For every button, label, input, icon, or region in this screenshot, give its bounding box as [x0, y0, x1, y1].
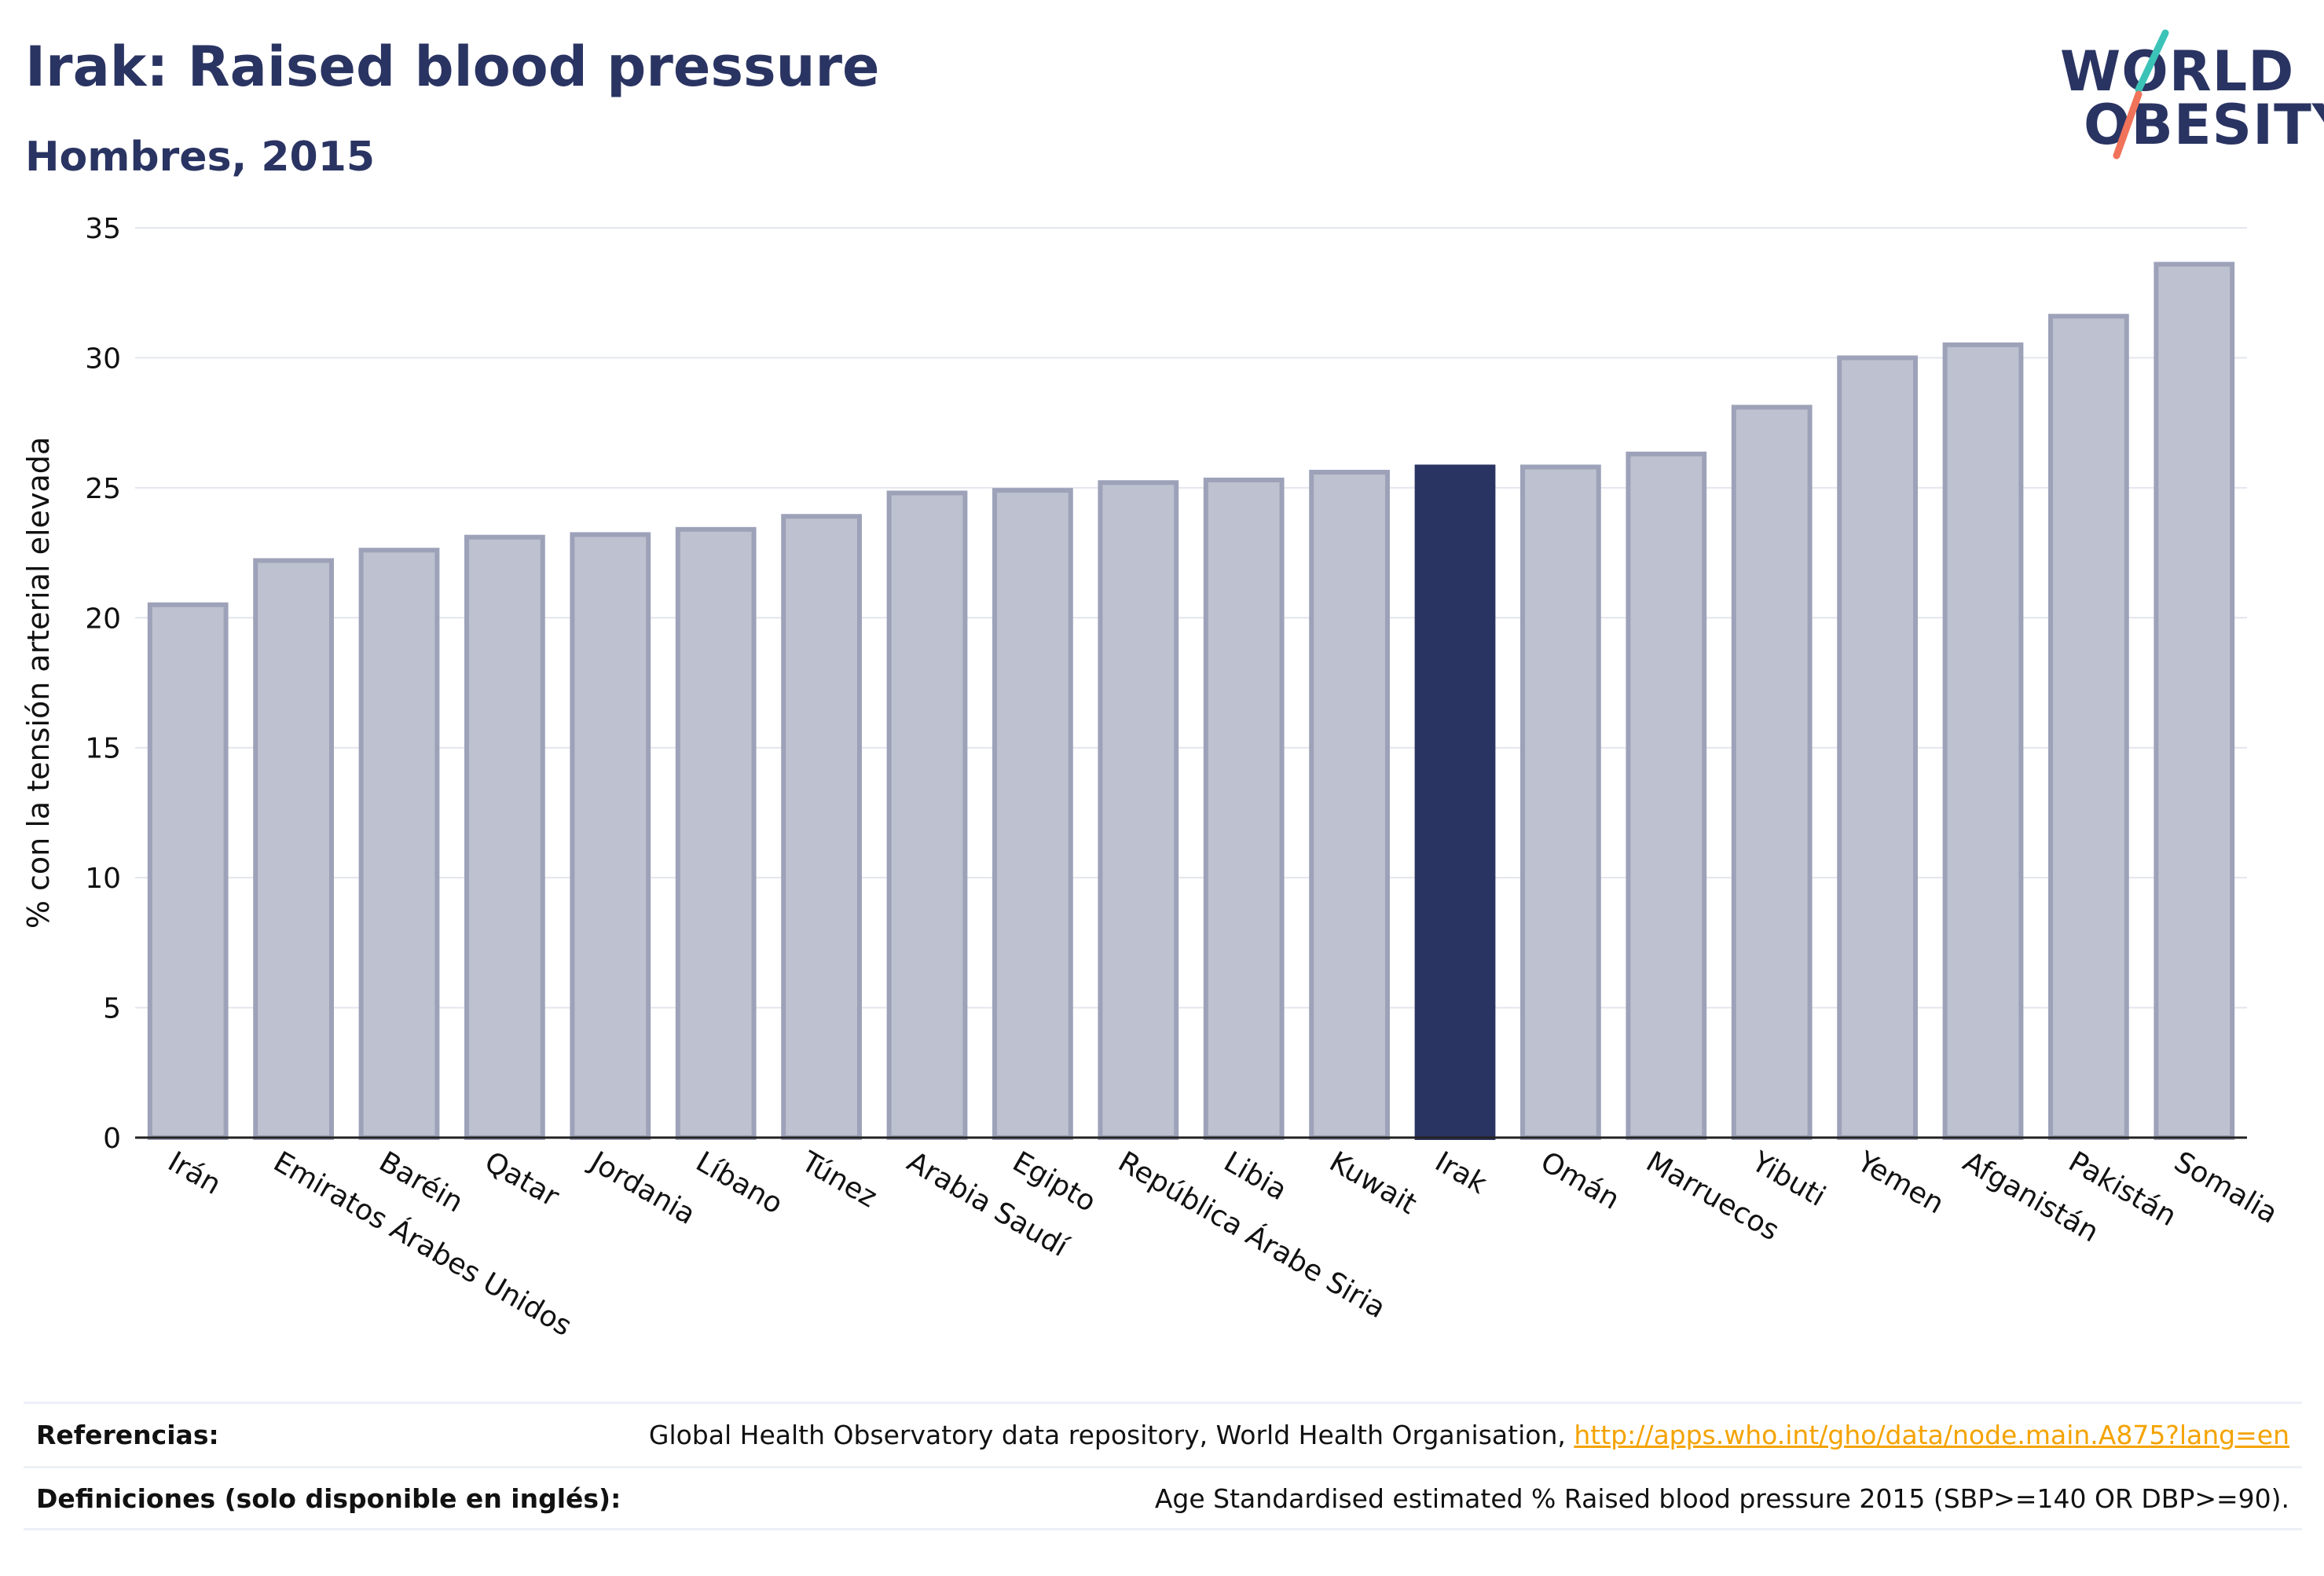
chart-subtitle: Hombres, 2015: [25, 134, 376, 181]
x-tick-label: Líbano: [691, 1145, 788, 1220]
logo-slash-icon: [2113, 29, 2169, 159]
logo-line-2: OBESITY: [2084, 93, 2324, 157]
x-tick-label: Irán: [163, 1145, 226, 1201]
y-tick-label: 5: [103, 993, 121, 1025]
chart-grid: [135, 227, 2247, 1009]
bar[interactable]: [1309, 470, 1390, 1140]
definitions-label: Definiciones (solo disponible en inglés)…: [36, 1483, 621, 1514]
x-tick-label: Kuwait: [1324, 1145, 1422, 1221]
bar[interactable]: [1837, 355, 1918, 1140]
bar[interactable]: [1626, 451, 1707, 1140]
definitions-value: Age Standardised estimated % Raised bloo…: [1154, 1483, 2289, 1514]
y-tick-label: 20: [85, 603, 121, 635]
y-tick-label: 35: [85, 213, 121, 245]
y-tick-label: 10: [85, 863, 121, 895]
y-axis-label: % con la tensión arterial elevada: [21, 437, 56, 929]
y-tick-label: 0: [103, 1123, 121, 1155]
bar[interactable]: [1731, 405, 1813, 1140]
world-obesity-logo: WORLD OBESITY: [2043, 24, 2324, 165]
logo-line-1: WORLD: [2060, 39, 2295, 104]
definitions-row: Definiciones (solo disponible en inglés)…: [24, 1466, 2302, 1530]
bar[interactable]: [464, 534, 545, 1140]
bar[interactable]: [1520, 464, 1601, 1140]
bar[interactable]: [570, 532, 651, 1140]
y-axis-ticks: 0 5 10 15 20 25 30 35: [85, 213, 121, 1155]
references-label: Referencias:: [36, 1420, 219, 1450]
bar[interactable]: [147, 602, 229, 1140]
x-tick-label: Túnez: [795, 1145, 882, 1215]
x-tick-label: Qatar: [479, 1145, 564, 1213]
bar[interactable]: [1098, 480, 1179, 1140]
bar[interactable]: [886, 490, 968, 1140]
bar-chart: 0 5 10 15 20 25 30 35 Irán Emiratos Árabes Unido…: [21, 213, 2283, 1343]
chart-bars: [147, 262, 2235, 1141]
y-tick-label: 15: [85, 733, 121, 765]
x-tick-label: Yibuti: [1746, 1145, 1831, 1213]
references-text: Global Health Observatory data repositor…: [648, 1420, 1574, 1450]
y-tick-label: 30: [85, 343, 121, 375]
x-tick-label: Omán: [1535, 1145, 1625, 1216]
x-tick-label: Yemen: [1851, 1145, 1949, 1221]
chart-title: Irak: Raised blood pressure: [25, 35, 880, 99]
bar[interactable]: [2154, 262, 2235, 1141]
x-tick-label: Jordania: [584, 1145, 701, 1231]
footer: Referencias: Global Health Observatory d…: [24, 1402, 2302, 1530]
y-tick-label: 25: [85, 473, 121, 505]
bar-highlight[interactable]: [1414, 464, 1496, 1140]
bar[interactable]: [675, 526, 757, 1140]
bar[interactable]: [781, 514, 862, 1140]
bar[interactable]: [1942, 342, 2024, 1140]
bar[interactable]: [1203, 477, 1285, 1140]
x-tick-label: Libia: [1219, 1145, 1292, 1207]
x-tick-label: Somalia: [2168, 1145, 2282, 1230]
references-row: Referencias: Global Health Observatory d…: [24, 1402, 2302, 1466]
bar[interactable]: [992, 488, 1073, 1140]
references-value: Global Health Observatory data repositor…: [649, 1420, 2289, 1450]
references-link[interactable]: http://apps.who.int/gho/data/node.main.A…: [1574, 1420, 2289, 1450]
bar[interactable]: [358, 548, 440, 1140]
bar[interactable]: [2048, 313, 2129, 1140]
x-tick-label: Irak: [1430, 1145, 1493, 1200]
bar[interactable]: [253, 558, 334, 1140]
